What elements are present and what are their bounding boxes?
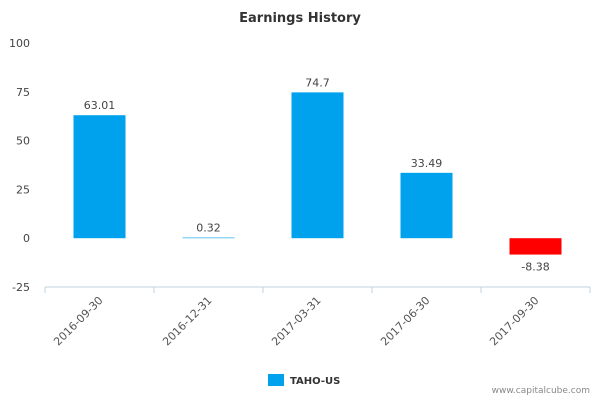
bar[interactable] — [291, 92, 344, 239]
chart-title: Earnings History — [239, 11, 361, 26]
bars — [73, 92, 562, 255]
x-tick-label: 2016-09-30 — [51, 294, 105, 348]
y-tick-label: 100 — [9, 37, 30, 50]
data-label: 0.32 — [196, 222, 221, 235]
data-labels: 63.01 0.32 74.7 33.49 -8.38 — [84, 76, 550, 273]
credit-text: www.capitalcube.com — [492, 386, 590, 396]
x-tick-label: 2017-03-31 — [269, 294, 323, 348]
data-label: 33.49 — [411, 157, 443, 170]
bar[interactable] — [182, 237, 235, 239]
legend-label[interactable]: TAHO-US — [290, 376, 340, 387]
y-tick-label: 50 — [16, 135, 30, 148]
bar[interactable] — [509, 238, 562, 255]
y-axis: 100 75 50 25 0 -25 — [9, 37, 30, 294]
data-label: -8.38 — [521, 261, 549, 274]
x-axis: 2016-09-30 2016-12-31 2017-03-31 2017-06-30… — [44, 287, 591, 348]
data-label: 63.01 — [84, 99, 116, 112]
y-tick-label: 25 — [16, 183, 30, 196]
x-tick-label: 2016-12-31 — [160, 294, 214, 348]
y-tick-label: 0 — [23, 232, 30, 245]
x-tick-label: 2017-09-30 — [487, 294, 541, 348]
legend-swatch[interactable] — [268, 374, 284, 386]
bar[interactable] — [400, 172, 453, 239]
legend[interactable]: TAHO-US — [268, 374, 340, 387]
y-tick-label: 75 — [16, 86, 30, 99]
x-tick-label: 2017-06-30 — [378, 294, 432, 348]
bar[interactable] — [73, 115, 126, 239]
data-label: 74.7 — [305, 76, 330, 89]
y-tick-label: -25 — [12, 281, 30, 294]
